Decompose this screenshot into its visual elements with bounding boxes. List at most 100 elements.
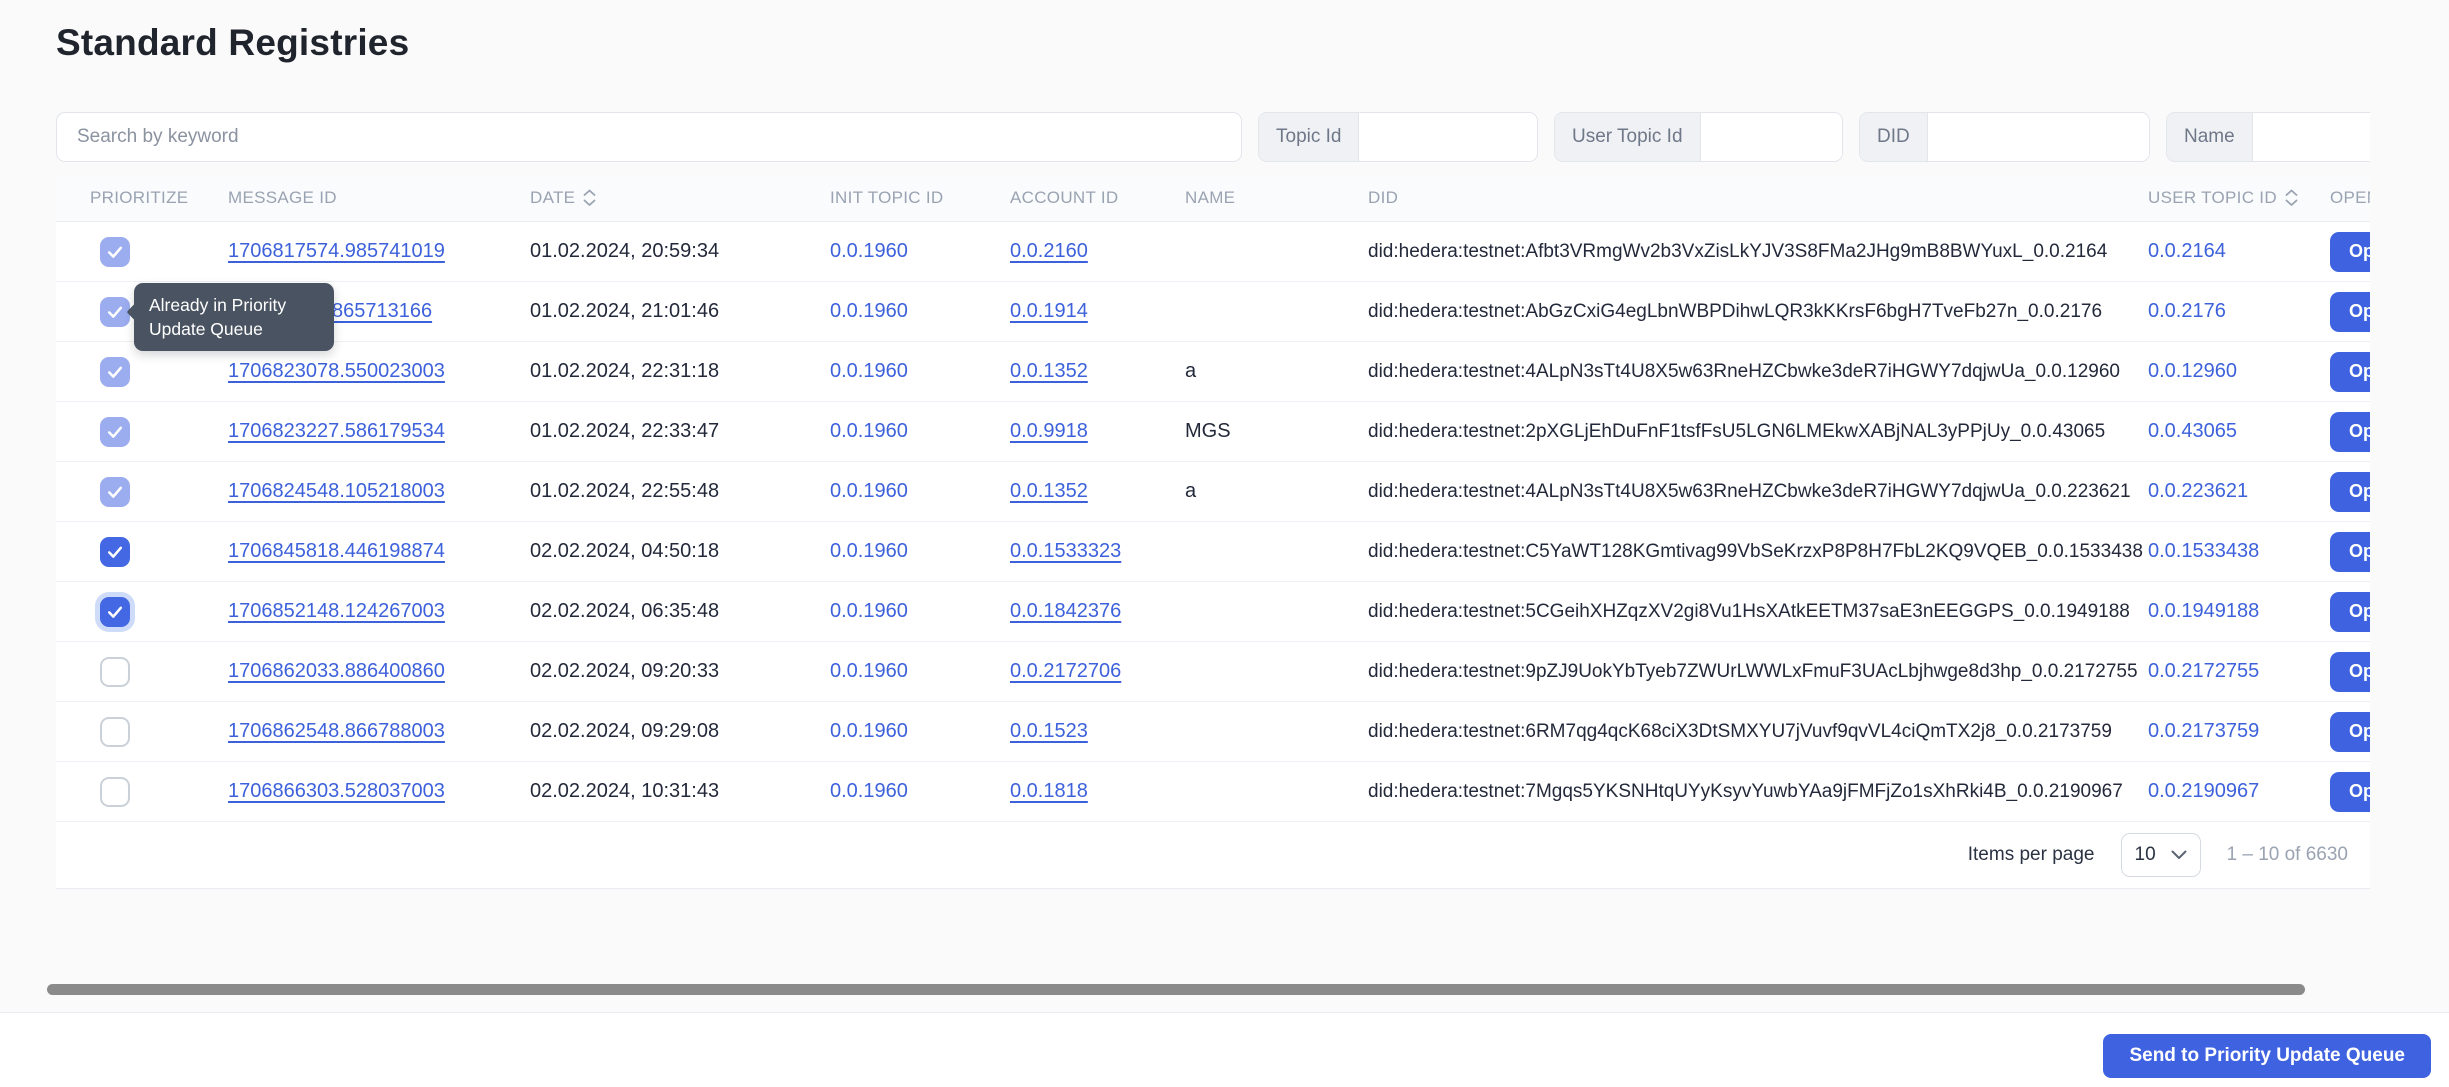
date-text: 02.02.2024, 09:29:08 [530,720,720,742]
open-button[interactable]: Open [2330,591,2370,632]
did-text: did:hedera:testnet:7Mgqs5YKSNHtqUYyKsyvY… [1368,780,2123,802]
column-header-name: NAME [1185,188,1236,207]
account-id-link[interactable]: 0.0.1523 [1010,720,1088,742]
did-text: did:hedera:testnet:Afbt3VRmgWv2b3VxZisLk… [1368,240,2108,262]
column-header-message-id: MESSAGE ID [228,188,337,207]
topic-id-filter-input[interactable] [1359,113,1537,161]
prioritize-checkbox[interactable] [100,296,130,327]
prioritize-checkbox[interactable] [100,776,130,807]
prioritize-checkbox[interactable] [100,416,130,447]
page-title: Standard Registries [56,22,410,63]
column-header-user-topic-id-label: USER TOPIC ID [2148,188,2277,207]
open-button[interactable]: Open [2330,231,2370,272]
message-id-link[interactable]: 1706823078.550023003 [228,360,445,382]
date-text: 01.02.2024, 22:33:47 [530,420,720,442]
did-text: did:hedera:testnet:AbGzCxiG4egLbnWBPDihw… [1368,300,2103,322]
message-id-link[interactable]: 1706824548.105218003 [228,480,445,502]
prioritize-checkbox[interactable] [100,236,130,267]
column-header-account-id: ACCOUNT ID [1010,188,1119,207]
already-in-queue-tooltip: Already in Priority Update Queue [134,283,334,352]
send-to-priority-queue-button[interactable]: Send to Priority Update Queue [2103,1034,2431,1078]
date-text: 02.02.2024, 04:50:18 [530,540,720,562]
init-topic-id-link[interactable]: 0.0.1960 [830,300,908,322]
init-topic-id-link[interactable]: 0.0.1960 [830,420,908,442]
prioritize-checkbox[interactable] [100,536,130,567]
user-topic-id-link[interactable]: 0.0.2172755 [2148,660,2260,682]
sort-icon[interactable] [582,188,597,208]
message-id-link[interactable]: 865713166 [332,300,433,322]
pagination-bar: Items per page 10 1 – 10 of 6630 [56,822,2370,889]
open-button[interactable]: Open [2330,291,2370,332]
check-icon [107,426,123,438]
user-topic-id-link[interactable]: 0.0.1533438 [2148,540,2260,562]
user-topic-id-link[interactable]: 0.0.223621 [2148,480,2249,502]
table-row: 1706845818.446198874 02.02.2024, 04:50:1… [56,522,2370,582]
did-filter-input[interactable] [1927,113,2149,161]
user-topic-id-link[interactable]: 0.0.12960 [2148,360,2237,382]
init-topic-id-link[interactable]: 0.0.1960 [830,480,908,502]
column-header-date[interactable]: DATE [530,188,830,208]
table-row: 1706862033.886400860 02.02.2024, 09:20:3… [56,642,2370,702]
account-id-link[interactable]: 0.0.2160 [1010,240,1088,262]
column-header-user-topic-id[interactable]: USER TOPIC ID [2148,188,2330,208]
prioritize-checkbox[interactable] [100,356,130,387]
did-text: did:hedera:testnet:2pXGLjEhDuFnF1tsfFsU5… [1368,420,2106,442]
message-id-link[interactable]: 1706817574.985741019 [228,240,445,262]
init-topic-id-link[interactable]: 0.0.1960 [830,720,908,742]
sort-icon[interactable] [2284,188,2299,208]
message-id-link[interactable]: 1706866303.528037003 [228,780,445,802]
items-per-page-value: 10 [2134,844,2156,865]
account-id-link[interactable]: 0.0.2172706 [1010,660,1122,682]
account-id-link[interactable]: 0.0.1818 [1010,780,1088,802]
horizontal-scrollbar-thumb[interactable] [47,984,2305,995]
name-filter-input[interactable] [2252,113,2370,161]
message-id-link[interactable]: 1706823227.586179534 [228,420,445,442]
account-id-link[interactable]: 0.0.1533323 [1010,540,1122,562]
message-id-link[interactable]: 1706862548.866788003 [228,720,445,742]
account-id-link[interactable]: 0.0.9918 [1010,420,1088,442]
search-input[interactable] [56,112,1242,162]
user-topic-id-filter: User Topic Id [1554,112,1843,162]
did-filter: DID [1859,112,2150,162]
user-topic-id-filter-input[interactable] [1700,113,1842,161]
init-topic-id-link[interactable]: 0.0.1960 [830,540,908,562]
open-button[interactable]: Open [2330,471,2370,512]
check-icon [107,366,123,378]
open-button[interactable]: Open [2330,771,2370,812]
user-topic-id-link[interactable]: 0.0.2190967 [2148,780,2260,802]
message-id-link[interactable]: 1706862033.886400860 [228,660,445,682]
open-button[interactable]: Open [2330,411,2370,452]
account-id-link[interactable]: 0.0.1352 [1010,360,1088,382]
open-button[interactable]: Open [2330,351,2370,392]
init-topic-id-link[interactable]: 0.0.1960 [830,780,908,802]
account-id-link[interactable]: 0.0.1842376 [1010,600,1122,622]
prioritize-checkbox[interactable] [100,476,130,507]
user-topic-id-link[interactable]: 0.0.2173759 [2148,720,2260,742]
init-topic-id-link[interactable]: 0.0.1960 [830,360,908,382]
prioritize-checkbox[interactable] [100,716,130,747]
init-topic-id-link[interactable]: 0.0.1960 [830,660,908,682]
did-text: did:hedera:testnet:5CGeihXHZqzXV2gi8Vu1H… [1368,600,2130,622]
message-id-link[interactable]: 1706852148.124267003 [228,600,445,622]
message-id-link[interactable]: 1706845818.446198874 [228,540,445,562]
open-button[interactable]: Open [2330,711,2370,752]
user-topic-id-link[interactable]: 0.0.2176 [2148,300,2226,322]
user-topic-id-link[interactable]: 0.0.43065 [2148,420,2237,442]
account-id-link[interactable]: 0.0.1352 [1010,480,1088,502]
did-text: did:hedera:testnet:9pZJ9UokYbTyeb7ZWUrLW… [1368,660,2138,682]
open-button[interactable]: Open [2330,531,2370,572]
user-topic-id-link[interactable]: 0.0.2164 [2148,240,2226,262]
horizontal-scrollbar[interactable] [0,980,2449,998]
check-icon [107,486,123,498]
init-topic-id-link[interactable]: 0.0.1960 [830,240,908,262]
account-id-link[interactable]: 0.0.1914 [1010,300,1088,322]
init-topic-id-link[interactable]: 0.0.1960 [830,600,908,622]
column-header-prioritize: PRIORITIZE [90,188,189,207]
topic-id-filter-label: Topic Id [1259,113,1360,161]
items-per-page-select[interactable]: 10 [2120,833,2201,877]
prioritize-checkbox[interactable] [100,656,130,687]
date-text: 01.02.2024, 21:01:46 [530,300,720,322]
prioritize-checkbox[interactable] [100,596,130,627]
open-button[interactable]: Open [2330,651,2370,692]
user-topic-id-link[interactable]: 0.0.1949188 [2148,600,2260,622]
